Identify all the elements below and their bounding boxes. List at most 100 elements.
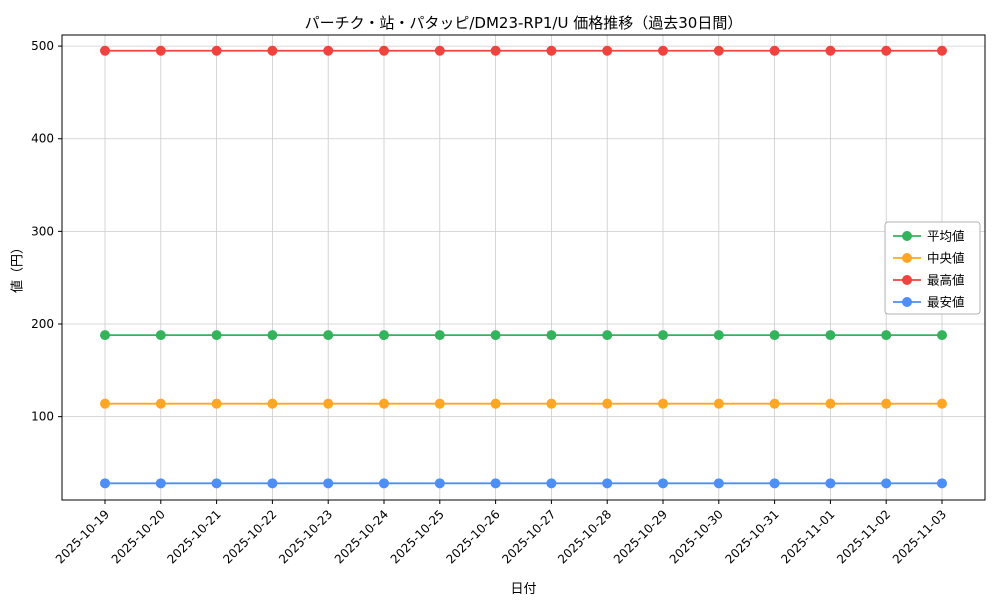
- data-point-marker: [602, 330, 613, 341]
- data-point-marker: [490, 45, 501, 56]
- series-line-2: [100, 45, 947, 56]
- data-point-marker: [379, 45, 389, 56]
- data-point-marker: [379, 478, 389, 489]
- data-point-marker: [155, 330, 166, 341]
- data-point-marker: [658, 330, 668, 341]
- series-line-0: [100, 330, 947, 341]
- x-tick-label: 2025-11-02: [834, 507, 893, 566]
- plot-border: [61, 34, 986, 501]
- data-point-marker: [937, 398, 947, 409]
- data-point-marker: [323, 45, 334, 56]
- y-axis-label: 値（円）: [10, 240, 26, 294]
- data-point-marker: [713, 478, 724, 489]
- data-point-marker: [490, 398, 501, 409]
- data-point-marker: [825, 478, 836, 489]
- x-tick-label: 2025-10-20: [109, 507, 168, 566]
- data-point-marker: [323, 330, 334, 341]
- data-point-marker: [825, 398, 836, 409]
- x-tick-label: 2025-10-23: [276, 507, 335, 566]
- legend-label: 最安値: [927, 295, 965, 310]
- legend-label: 最高値: [927, 273, 965, 288]
- data-point-marker: [769, 45, 780, 56]
- legend-marker: [902, 275, 912, 285]
- data-point-marker: [267, 330, 278, 341]
- x-tick-label: 2025-10-22: [220, 507, 279, 566]
- data-point-marker: [769, 398, 780, 409]
- data-point-marker: [211, 45, 222, 56]
- data-point-marker: [434, 478, 445, 489]
- data-point-marker: [155, 398, 166, 409]
- data-point-marker: [267, 478, 278, 489]
- x-tick-label: 2025-10-28: [555, 507, 614, 566]
- data-point-marker: [434, 398, 445, 409]
- data-point-marker: [602, 478, 613, 489]
- x-tick-label: 2025-10-19: [53, 507, 112, 566]
- y-tick-label: 100: [31, 410, 54, 424]
- data-point-marker: [825, 330, 836, 341]
- x-tick-label: 2025-10-21: [165, 507, 224, 566]
- data-point-marker: [546, 330, 557, 341]
- y-tick-label: 400: [31, 132, 54, 146]
- data-point-marker: [211, 398, 222, 409]
- x-tick-label: 2025-10-27: [499, 507, 558, 566]
- data-point-marker: [211, 478, 222, 489]
- data-point-marker: [267, 398, 278, 409]
- data-point-marker: [937, 45, 947, 56]
- data-point-marker: [713, 330, 724, 341]
- data-point-marker: [490, 478, 501, 489]
- data-point-marker: [490, 330, 501, 341]
- data-point-marker: [713, 398, 724, 409]
- data-point-marker: [658, 45, 668, 56]
- data-point-marker: [379, 330, 389, 341]
- data-point-marker: [546, 398, 557, 409]
- data-point-marker: [881, 45, 892, 56]
- x-tick-label: 2025-11-03: [890, 507, 949, 566]
- data-point-marker: [881, 478, 892, 489]
- axis-ticks: [58, 45, 943, 504]
- y-tick-label: 200: [31, 317, 54, 331]
- y-tick-label: 300: [31, 224, 54, 238]
- data-point-marker: [769, 478, 780, 489]
- data-point-marker: [100, 330, 110, 341]
- data-point-marker: [881, 398, 892, 409]
- data-point-marker: [434, 330, 445, 341]
- data-point-marker: [211, 330, 222, 341]
- data-point-marker: [881, 330, 892, 341]
- legend-marker: [902, 253, 912, 263]
- data-point-marker: [825, 45, 836, 56]
- data-point-marker: [937, 330, 947, 341]
- data-point-marker: [155, 478, 166, 489]
- data-point-marker: [323, 398, 334, 409]
- data-point-marker: [323, 478, 334, 489]
- tick-labels: 1002003004005002025-10-192025-10-202025-…: [31, 39, 949, 566]
- legend-label: 中央値: [927, 251, 965, 266]
- x-tick-label: 2025-11-01: [778, 507, 837, 566]
- data-point-marker: [434, 45, 445, 56]
- x-tick-label: 2025-10-30: [667, 507, 726, 566]
- gridlines: [62, 35, 985, 500]
- data-point-marker: [100, 478, 110, 489]
- data-point-marker: [769, 330, 780, 341]
- x-tick-label: 2025-10-29: [611, 507, 670, 566]
- series-line-1: [100, 398, 947, 409]
- legend-marker: [902, 231, 912, 241]
- y-tick-label: 500: [31, 39, 54, 53]
- data-point-marker: [937, 478, 947, 489]
- series-line-3: [100, 478, 947, 489]
- data-point-marker: [546, 45, 557, 56]
- x-axis-label: 日付: [510, 582, 537, 597]
- chart-title: パーチク・站・パタッピ/DM23-RP1/U 価格推移（過去30日間）: [304, 14, 743, 32]
- data-point-marker: [100, 45, 110, 56]
- data-point-marker: [658, 478, 668, 489]
- data-point-marker: [658, 398, 668, 409]
- data-point-marker: [379, 398, 389, 409]
- x-tick-label: 2025-10-26: [444, 507, 503, 566]
- data-point-marker: [267, 45, 278, 56]
- legend-box: [884, 221, 981, 315]
- data-point-marker: [602, 398, 613, 409]
- x-tick-label: 2025-10-31: [723, 507, 782, 566]
- legend-marker: [902, 297, 912, 307]
